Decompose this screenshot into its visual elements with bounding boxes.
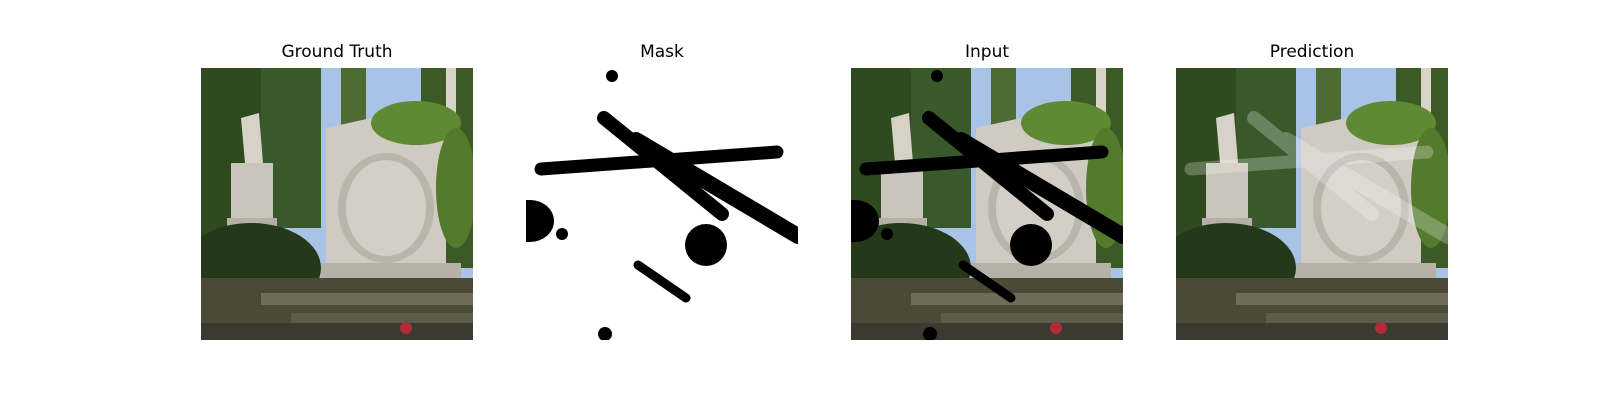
panel-title: Prediction: [1269, 42, 1355, 62]
input-image: [851, 68, 1123, 340]
panel-ground-truth: Ground Truth: [201, 0, 473, 400]
panel-input: Input: [851, 0, 1123, 400]
panel-prediction: Prediction: [1176, 0, 1448, 400]
ground-truth-image: [201, 68, 473, 340]
panel-mask: Mask: [526, 0, 798, 400]
panel-title: Ground Truth: [281, 42, 393, 62]
prediction-image: [1176, 68, 1448, 340]
mask-image: [526, 68, 798, 340]
panel-title: Input: [964, 42, 1010, 62]
panel-title: Mask: [640, 42, 684, 62]
